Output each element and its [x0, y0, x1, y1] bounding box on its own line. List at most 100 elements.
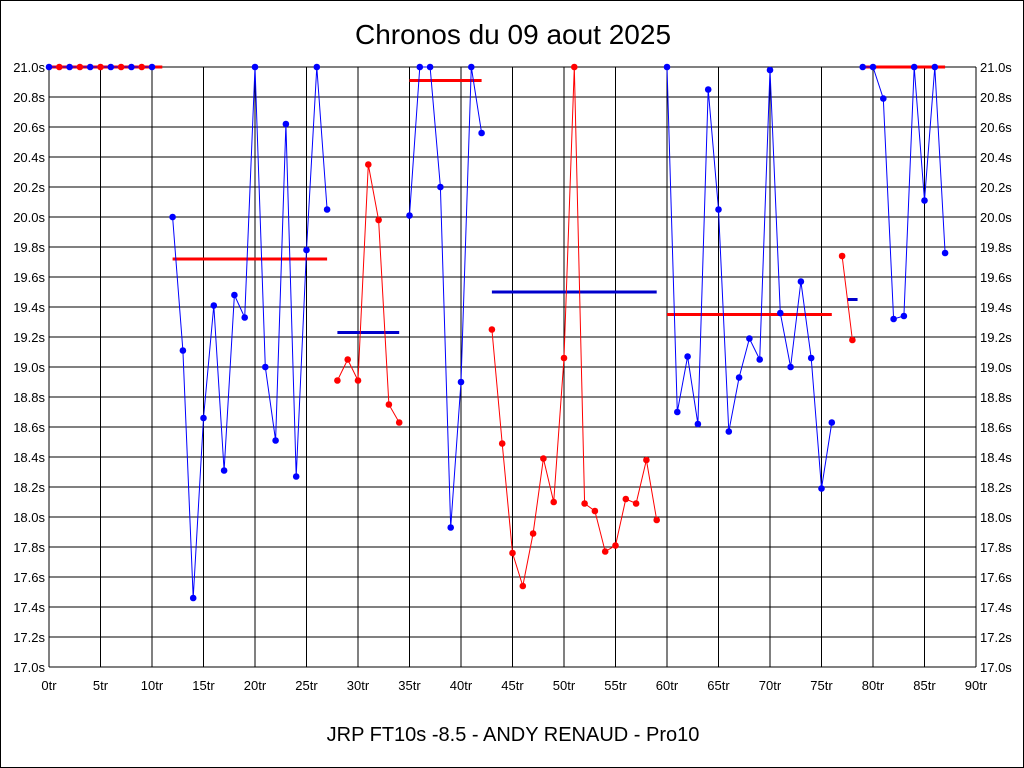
y-tick-label-left: 21.0s	[13, 60, 45, 75]
data-point	[838, 252, 846, 260]
y-tick-label-left: 18.4s	[13, 450, 45, 465]
data-point	[591, 507, 599, 515]
data-point	[632, 500, 640, 507]
data-point	[272, 437, 279, 444]
data-point	[251, 63, 259, 71]
data-point	[468, 63, 475, 71]
data-point	[262, 363, 269, 371]
series-line	[841, 255, 853, 341]
data-point	[715, 206, 722, 213]
y-tick-label-right: 20.4s	[980, 150, 1012, 165]
data-point	[787, 363, 794, 371]
data-point	[354, 377, 362, 384]
y-tick-label-left: 17.2s	[13, 630, 45, 645]
data-point	[519, 582, 527, 590]
data-point	[756, 356, 763, 363]
data-point	[941, 249, 949, 257]
data-point	[365, 161, 372, 168]
data-point	[859, 63, 866, 71]
data-point	[612, 542, 619, 549]
data-point	[869, 63, 877, 71]
data-point	[416, 63, 424, 71]
y-tick-label-left: 20.4s	[13, 150, 45, 165]
data-point	[45, 63, 53, 71]
y-tick-label-right: 20.6s	[980, 120, 1012, 135]
data-point	[498, 440, 506, 447]
y-tick-label-right: 17.8s	[980, 540, 1012, 555]
y-tick-label-left: 19.4s	[13, 300, 45, 315]
y-tick-label-left: 18.6s	[13, 420, 45, 435]
y-tick-label-right: 18.8s	[980, 390, 1012, 405]
data-point	[406, 212, 413, 219]
data-point	[292, 473, 300, 480]
y-tick-label-left: 19.6s	[13, 270, 45, 285]
data-point	[385, 401, 393, 408]
series-lines	[49, 66, 946, 599]
data-point	[76, 63, 84, 71]
y-tick-label-left: 20.2s	[13, 180, 45, 195]
data-point	[807, 354, 815, 362]
x-tick-label: 80tr	[862, 678, 885, 693]
y-tick-label-left: 17.6s	[13, 570, 45, 585]
data-point	[478, 129, 485, 137]
data-point	[437, 183, 444, 191]
x-tick-label: 30tr	[347, 678, 370, 693]
series-line	[491, 66, 658, 587]
data-point	[890, 315, 897, 323]
data-point	[169, 213, 176, 221]
y-tick-label-right: 17.0s	[980, 660, 1012, 675]
data-point	[550, 498, 557, 506]
data-point	[395, 419, 403, 426]
data-point	[457, 378, 465, 386]
y-tick-label-left: 19.8s	[13, 240, 45, 255]
data-point	[138, 63, 145, 71]
x-tick-label: 0tr	[41, 678, 57, 693]
y-tick-label-right: 18.2s	[980, 480, 1012, 495]
y-tick-label-left: 20.0s	[13, 210, 45, 225]
y-tick-label-left: 20.8s	[13, 90, 45, 105]
y-tick-label-right: 17.6s	[980, 570, 1012, 585]
data-point	[529, 530, 537, 537]
x-tick-label: 60tr	[656, 678, 679, 693]
chart-footer: JRP FT10s -8.5 - ANDY RENAUD - Pro10	[327, 724, 700, 746]
y-tick-label-right: 18.0s	[980, 510, 1012, 525]
y-tick-label-right: 17.2s	[980, 630, 1012, 645]
data-point	[581, 500, 588, 507]
x-tick-label: 25tr	[295, 678, 318, 693]
data-point	[601, 548, 609, 555]
data-point	[447, 524, 455, 531]
x-tick-label: 50tr	[553, 678, 576, 693]
data-point	[210, 302, 218, 309]
y-tick-label-right: 20.2s	[980, 180, 1012, 195]
series-line	[336, 164, 400, 423]
x-tick-label: 75tr	[810, 678, 833, 693]
y-tick-label-right: 18.4s	[980, 450, 1012, 465]
data-point	[426, 63, 434, 71]
x-tick-label: 40tr	[450, 678, 473, 693]
y-tick-label-left: 19.2s	[13, 330, 45, 345]
y-tick-label-right: 19.8s	[980, 240, 1012, 255]
data-point	[880, 95, 887, 102]
x-tick-label: 45tr	[501, 678, 524, 693]
data-point	[704, 86, 712, 93]
data-point	[334, 377, 341, 384]
data-point	[828, 419, 836, 426]
x-tick-label: 55tr	[604, 678, 627, 693]
data-point	[189, 594, 197, 602]
data-point	[303, 246, 310, 254]
data-point	[921, 197, 928, 204]
y-tick-label-left: 17.0s	[13, 660, 45, 675]
y-tick-label-left: 17.8s	[13, 540, 45, 555]
x-tick-label: 85tr	[913, 678, 936, 693]
data-point	[560, 354, 568, 362]
y-tick-label-right: 18.6s	[980, 420, 1012, 435]
data-point	[818, 485, 825, 492]
data-point	[488, 326, 496, 333]
data-point	[344, 356, 352, 363]
x-tick-label: 15tr	[192, 678, 215, 693]
data-point	[86, 63, 94, 71]
data-point	[674, 408, 681, 416]
y-tick-label-left: 19.0s	[13, 360, 45, 375]
